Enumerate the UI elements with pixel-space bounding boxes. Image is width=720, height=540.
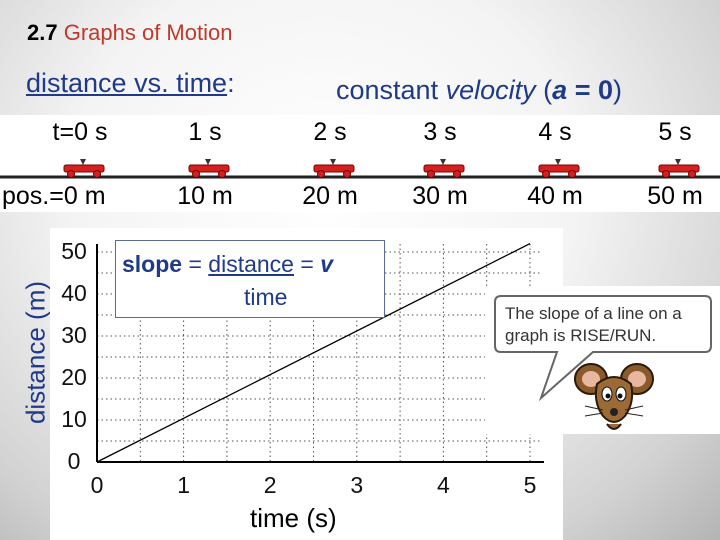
timeline-position-label: 50 m [647, 182, 703, 210]
slope-v: v [320, 251, 333, 277]
y-tick-label: 20 [61, 364, 87, 390]
section-title: Graphs of Motion [63, 20, 233, 45]
y-tick-label: 10 [61, 406, 87, 432]
y-tick-label: 40 [61, 280, 87, 306]
cart-icon [63, 159, 105, 178]
timeline-track [0, 175, 720, 179]
distance-time-line [96, 243, 531, 463]
timeline-position-label: 20 m [302, 182, 358, 210]
timeline-time-label: t=0 s [52, 118, 108, 146]
subtitle-constant: constant [336, 75, 439, 105]
slope-equals-2: = [293, 251, 321, 277]
y-axis-label: distance (m) [20, 280, 51, 425]
cart-icon [423, 159, 465, 178]
slope-time: time [244, 284, 288, 310]
x-tick-label: 0 [90, 472, 104, 498]
y-tick-label: 0 [67, 448, 81, 474]
slope-distance: distance [208, 251, 294, 277]
timeline-time-label: 5 s [658, 118, 692, 146]
speech-bubble-icon [494, 295, 712, 402]
x-tick-label: 5 [523, 472, 537, 498]
y-tick-label: 30 [61, 322, 87, 348]
x-tick-label: 3 [350, 472, 364, 498]
slope-formula-box: slope = distance = v time [115, 240, 385, 318]
x-tick-label: 4 [436, 472, 450, 498]
subtitle-left-text: distance vs. time [26, 68, 228, 98]
speech-bubble-text: The slope of a line on a graph is RISE/R… [505, 304, 682, 345]
subtitle-paren-close: ) [612, 75, 622, 105]
slope-formula-line: slope = distance = v [122, 251, 333, 278]
slope-word: slope [122, 251, 183, 277]
cart-icon [658, 159, 700, 178]
timeline-time-label: 1 s [188, 118, 222, 146]
timeline-time-label: 2 s [313, 118, 347, 146]
timeline-time-label: 3 s [423, 118, 457, 146]
cart-icon [538, 159, 580, 178]
subtitle-colon: : [227, 68, 235, 98]
x-tick-label: 1 [177, 472, 190, 498]
subtitle-zero: = 0 [574, 75, 613, 105]
slope-equals-1: = [188, 251, 209, 277]
x-axis-label: time (s) [250, 503, 337, 533]
timeline-position-label: 40 m [527, 182, 583, 210]
cart-icon [188, 159, 230, 178]
timeline-position-label: 30 m [412, 182, 468, 210]
mouse-illustration [494, 295, 712, 430]
subtitle-velocity: velocity [445, 75, 536, 105]
cart-icon [313, 159, 355, 178]
timeline-time-label: 4 s [538, 118, 572, 146]
timeline-position-label: pos.=0 m [2, 182, 106, 210]
motion-timeline: t=0 s pos.=0 m 1 s 10 m 2 s 20 m 3 s 30 m 4 s 40 … [0, 115, 720, 212]
timeline-position-label: 10 m [177, 182, 233, 210]
slide-heading: 2.7 Graphs of Motion [27, 20, 232, 46]
section-number: 2.7 [27, 20, 58, 45]
mouse-icon [574, 363, 654, 430]
y-tick-label: 50 [61, 238, 87, 264]
subtitle-condition: constant velocity (a = 0) [336, 75, 622, 106]
subtitle-a: a [552, 75, 568, 105]
subtitle-paren-open: ( [543, 75, 553, 105]
x-tick-label: 2 [263, 472, 277, 498]
subtitle-graph-type: distance vs. time: [26, 68, 235, 99]
